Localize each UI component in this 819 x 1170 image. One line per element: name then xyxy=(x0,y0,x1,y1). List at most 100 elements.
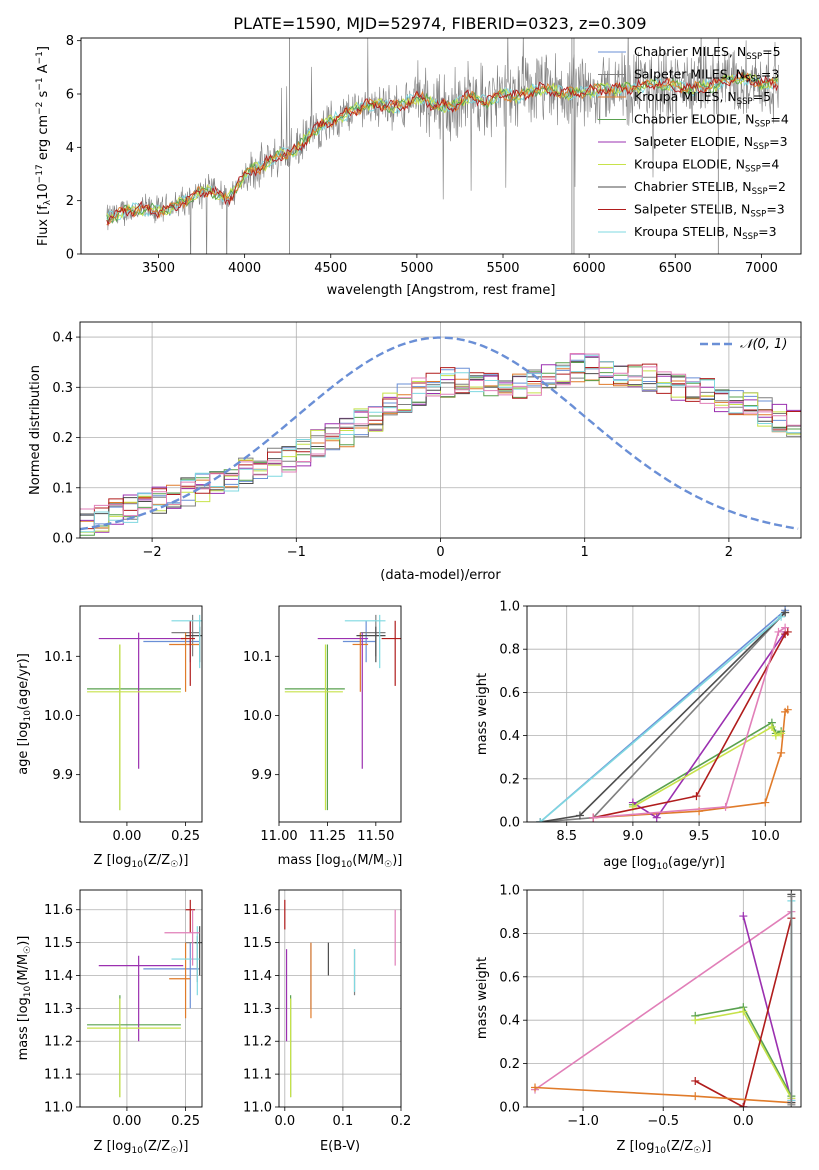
x-tick-label: 9.5 xyxy=(689,829,710,844)
weight-point xyxy=(589,813,598,822)
x-tick-label: 0.2 xyxy=(391,1114,412,1129)
legend-label: Chabrier ELODIE, N xyxy=(634,112,754,127)
y-tick-label: 8 xyxy=(66,34,74,49)
plot-area xyxy=(527,606,801,822)
weight-point xyxy=(767,722,776,731)
label-part: −1 xyxy=(35,77,45,90)
legend-sub: SSP xyxy=(737,97,753,107)
label-part: (age/yr)] xyxy=(16,653,31,710)
label-part: 10 xyxy=(654,1146,666,1156)
legend-sub: SSP xyxy=(745,165,761,175)
label-part: 10 xyxy=(36,183,51,200)
weight-point xyxy=(771,731,780,740)
y-axis-label: age [log10(age/yr)] xyxy=(16,653,33,775)
legend-label: Chabrier MILES, N xyxy=(634,44,746,59)
label-part: (Z/Z xyxy=(666,1139,693,1154)
legend-tail: =4 xyxy=(761,157,779,172)
label-part: −1 xyxy=(35,51,45,64)
legend-sub: SSP xyxy=(746,52,762,62)
plot-area xyxy=(279,890,401,1107)
weight-point xyxy=(691,1092,700,1101)
weight-series xyxy=(593,631,789,819)
x-tick-label: 0.1 xyxy=(333,1114,354,1129)
label-part: Z [log xyxy=(94,1139,132,1154)
histogram-series xyxy=(80,354,801,533)
y-tick-label: 0.4 xyxy=(499,729,520,744)
weight-point xyxy=(777,729,786,738)
y-tick-label: 2 xyxy=(66,194,74,209)
x-tick-label: 2 xyxy=(725,545,733,560)
y-tick-label: 0.8 xyxy=(499,927,520,942)
panel-residuals: −2 −1 0 1 2 0.0 0.1 0.2 0.3 0.4 𝒩(0, 1) (data-model… xyxy=(28,321,802,583)
y-tick-label: 11.0 xyxy=(44,1101,73,1116)
y-tick-label: 11.6 xyxy=(44,903,73,918)
y-tick-label: 11.0 xyxy=(243,1101,272,1116)
legend-tail: =3 xyxy=(761,67,779,82)
x-tick-label: −2 xyxy=(143,545,162,560)
legend-entry: Chabrier STELIB, NSSP=2 xyxy=(634,179,786,197)
label-part: )] xyxy=(392,853,402,868)
x-tick-label: 6500 xyxy=(659,261,692,276)
panel-weight-vs-age: 8.5 9.0 9.5 10.0 0.0 0.2 0.4 0.6 0.8 1.0 age [log1… xyxy=(475,600,802,872)
y-tick-label: 11.2 xyxy=(44,1035,73,1050)
x-tick-label: 8.5 xyxy=(556,829,577,844)
label-part: (age/yr)] xyxy=(668,855,725,870)
plot-area xyxy=(87,614,202,811)
x-tick-label: 0 xyxy=(436,545,444,560)
label-part: −17 xyxy=(35,164,45,183)
x-axis-label: mass [log10(M/M☉)] xyxy=(278,853,403,870)
axes-frame xyxy=(526,889,802,1108)
legend-tail: =5 xyxy=(753,89,771,104)
legend-label: Salpeter MILES, N xyxy=(634,67,745,82)
y-tick-label: 11.2 xyxy=(243,1035,272,1050)
label-part: Flux [f xyxy=(36,205,51,246)
y-tick-label: 0.2 xyxy=(499,1057,520,1072)
y-tick-label: 0.8 xyxy=(499,643,520,658)
y-axis-label: mass weight xyxy=(475,673,490,755)
label-part: ☉ xyxy=(170,1146,178,1156)
y-tick-label: 10.0 xyxy=(243,709,272,724)
weight-series xyxy=(632,725,782,808)
label-part: 10 xyxy=(23,985,33,997)
y-axis-label: Flux [fλ10−17 erg cm−2 s−1 A−1] xyxy=(35,46,53,246)
weight-point xyxy=(777,612,786,621)
x-tick-label: 10.0 xyxy=(751,829,780,844)
panel-age-vs-mass: 11.00 11.25 11.50 9.9 10.0 10.1 mass [log10(M/… xyxy=(243,605,403,870)
label-part: ] xyxy=(36,46,51,51)
x-tick-label: 3500 xyxy=(142,261,175,276)
legend-sub: SSP xyxy=(753,142,769,152)
legend-tail: =3 xyxy=(758,224,776,239)
weight-series xyxy=(694,918,793,1107)
y-tick-label: 0.6 xyxy=(499,970,520,985)
label-part: Z [log xyxy=(617,1139,655,1154)
legend-sub: SSP xyxy=(750,210,766,220)
weight-series xyxy=(742,915,793,1101)
x-axis-label: Z [log10(Z/Z☉)] xyxy=(94,1139,189,1156)
legend-tail: =2 xyxy=(768,179,786,194)
histogram-series xyxy=(80,353,801,517)
weight-point xyxy=(739,912,748,921)
legend-entry: Chabrier ELODIE, NSSP=4 xyxy=(634,112,789,130)
weight-point xyxy=(781,608,790,617)
plot-area xyxy=(80,322,801,538)
y-tick-label: 11.4 xyxy=(243,969,272,984)
y-tick-label: 11.1 xyxy=(44,1068,73,1083)
legend-label: Chabrier STELIB, N xyxy=(634,179,752,194)
label-part: A xyxy=(36,64,51,77)
y-tick-label: 0.1 xyxy=(52,481,73,496)
y-tick-label: 10.0 xyxy=(44,709,73,724)
plot-area xyxy=(106,38,779,254)
y-tick-label: 0.0 xyxy=(499,1101,520,1116)
y-tick-label: 0 xyxy=(66,248,74,263)
weight-point xyxy=(777,748,786,757)
x-tick-label: 0.00 xyxy=(112,1114,141,1129)
y-tick-label: 11.5 xyxy=(44,936,73,951)
legend-label: Salpeter STELIB, N xyxy=(634,202,750,217)
y-tick-label: 0.6 xyxy=(499,686,520,701)
x-tick-label: 0.00 xyxy=(112,829,141,844)
y-tick-label: 0.0 xyxy=(499,816,520,831)
legend-label: Kroupa MILES, N xyxy=(634,89,737,104)
y-tick-label: 11.6 xyxy=(243,903,272,918)
x-axis-label: wavelength [Angstrom, rest frame] xyxy=(327,283,556,298)
plot-area xyxy=(527,890,801,1107)
